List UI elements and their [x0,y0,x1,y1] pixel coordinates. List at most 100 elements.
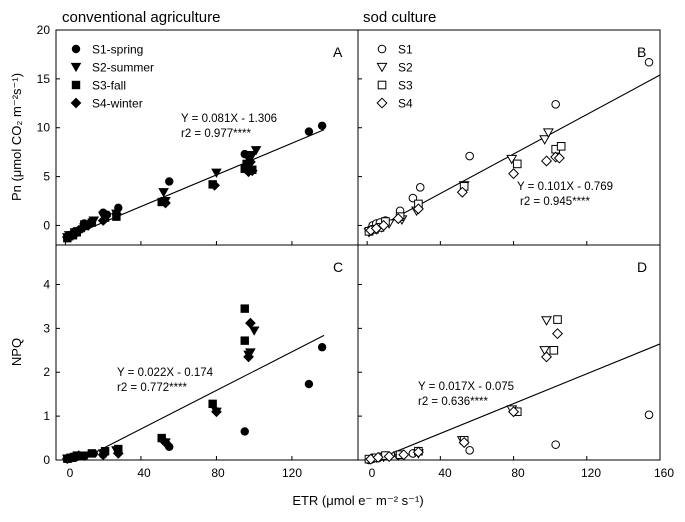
y-tick-top-0: 0 [43,218,50,232]
point-D-s4-7 [541,351,553,363]
point-C-s1-spring-9 [304,379,314,389]
point-D-s4-5 [458,436,470,448]
legend-label-A-s3-fall: S3-fall [92,79,126,93]
panel-C-frame [55,244,359,461]
y-tick-bottom-0: 0 [43,453,50,467]
y-tick-top-5: 5 [43,170,50,184]
point-B-s4-9 [553,152,565,164]
point-C-s4-winter-8 [245,317,256,329]
legend-label-A-s4-winter: S4-winter [92,97,143,111]
legends: S1-spring S2-summer S3-fall S4-winter S1 S2 S3… [70,43,413,111]
point-A-s4-winter-4 [82,220,94,231]
x-tick-right-160: 160 [654,466,674,480]
axis-ticks [56,29,661,461]
legend-marker-B-s3 [377,80,387,90]
point-D-s2-7 [539,346,551,356]
point-D-s4-3 [398,449,410,461]
point-C-s4-winter-2 [73,450,85,461]
point-A-s1-spring-13 [317,121,327,130]
point-D-s2-8 [541,316,552,326]
point-B-s4-7 [541,155,553,167]
legend-marker-A-s3-fall [71,80,81,90]
point-D-s3-8 [553,315,562,324]
point-B-s1-9 [551,99,560,109]
x-tick-left-0: 0 [67,466,74,480]
point-B-s1-10 [644,57,654,67]
point-C-s3-fall-9 [240,336,249,345]
point-D-s4-8 [551,328,564,340]
point-B-s4-2 [378,219,390,231]
point-D-s1-9 [551,440,560,449]
point-C-s4-winter-3 [97,449,109,461]
point-B-s2-8 [506,154,518,165]
point-B-s3-7 [512,159,522,169]
legend-marker-B-s1 [377,44,387,54]
y-tick-bottom-1: 1 [43,409,50,423]
point-A-s2-summer-9 [158,188,169,198]
x-tick-left-120: 120 [282,466,302,480]
point-A-s4-winter-12 [246,165,258,177]
x-tick-right-120: 120 [581,466,601,480]
panel-letter-C: C [333,259,343,275]
point-C-s1-spring-10 [317,343,327,352]
point-D-s4-1 [372,451,384,463]
point-C-s3-fall-7 [208,399,217,409]
fit-equation-C: Y = 0.022X - 0.174 [117,367,214,379]
fit-r2-B: r2 = 0.945**** [520,196,591,208]
y-axis-title-top: Pn (μmol CO₂ m⁻²s⁻¹) [9,73,24,201]
y-tick-bottom-4: 4 [43,277,50,291]
x-tick-right-40: 40 [438,466,452,480]
point-A-s4-winter-8 [209,180,220,191]
panel-D-frame [357,244,661,461]
legend-label-B-s4: S4 [398,97,413,111]
x-axis-title: ETR (μmol e⁻ m⁻² s⁻¹) [292,493,423,508]
point-D-s1-8 [465,446,474,455]
legend-label-A-s2-summer: S2-summer [92,61,154,75]
fit-r2-A: r2 = 0.977**** [181,128,252,140]
panel-letter-D: D [637,259,647,275]
x-tick-left-80: 80 [211,466,225,480]
point-D-s1-10 [644,410,654,420]
legend-marker-B-s4 [376,97,388,109]
point-B-s2-10 [542,128,554,138]
fit-equation-A: Y = 0.081X - 1.306 [181,113,277,125]
point-B-s4-6 [508,168,520,180]
panel-letter-B: B [637,44,646,60]
legend-label-A-s1-spring: S1-spring [92,43,143,57]
point-D-s4-6 [508,406,520,418]
point-D-s4-4 [412,446,424,458]
point-A-s2-summer-14 [250,146,262,156]
point-B-s4-4 [412,203,424,215]
point-C-s1-spring-8 [240,427,249,436]
point-C-s3-fall-3 [87,449,97,458]
point-B-s3-9 [556,141,566,151]
point-C-s3-fall-8 [240,304,249,313]
fit-line-D [376,343,661,461]
panel-letter-A: A [333,44,343,60]
y-tick-top-15: 15 [37,72,51,86]
fit-equation-D: Y = 0.017X - 0.075 [418,381,514,393]
fit-r2-C: r2 = 0.772**** [117,382,188,394]
legend-marker-A-s1-spring [71,44,81,54]
point-D-s4-2 [383,450,395,462]
point-A-s4-winter-11 [245,156,256,168]
data-points [61,57,654,465]
point-A-s1-spring-12 [304,127,314,136]
legend-label-B-s1: S1 [398,43,413,57]
legend-label-B-s3: S3 [398,79,413,93]
legend-marker-B-s2 [376,62,388,73]
point-A-s4-winter-7 [160,197,171,209]
point-C-s4-winter-4 [112,448,124,459]
point-C-s2-summer-10 [248,326,260,336]
fit-equation-B: Y = 0.101X - 0.769 [517,181,613,193]
point-A-s1-spring-10 [165,177,174,186]
y-tick-top-20: 20 [37,23,51,37]
y-axis-title-bottom: NPQ [9,338,24,366]
title-sod-culture: sod culture [363,9,436,26]
point-B-s1-7 [415,183,425,192]
y-tick-bottom-3: 3 [43,321,50,335]
x-tick-right-80: 80 [511,466,525,480]
point-A-s4-winter-6 [111,208,122,220]
point-B-s2-9 [539,135,551,145]
